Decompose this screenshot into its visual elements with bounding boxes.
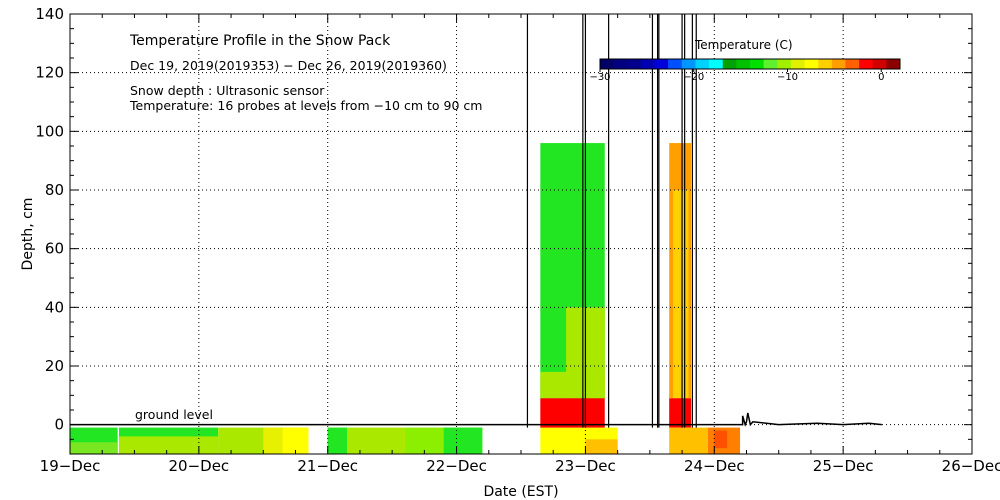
x-tick-label: 24−Dec xyxy=(684,457,745,475)
colorbar-tick-label: −30 xyxy=(589,72,610,83)
temperature-cell xyxy=(282,427,309,454)
y-tick-label: 120 xyxy=(35,64,64,82)
x-tick-label: 21−Dec xyxy=(297,457,358,475)
x-tick-label: 23−Dec xyxy=(555,457,616,475)
colorbar-swatch xyxy=(600,59,615,69)
temperature-cell xyxy=(669,427,708,454)
y-tick-label: 60 xyxy=(45,240,64,258)
info-line-probes: Temperature: 16 probes at levels from −1… xyxy=(129,98,482,113)
temperature-cell xyxy=(118,436,219,454)
chart-title: Temperature Profile in the Snow Pack xyxy=(129,33,391,49)
colorbar-swatch xyxy=(750,59,765,69)
x-tick-label: 19−Dec xyxy=(40,457,101,475)
chart-subtitle: Dec 19, 2019(2019353) − Dec 26, 2019(201… xyxy=(130,58,447,73)
colorbar-tick-label: −10 xyxy=(777,72,798,83)
colorbar-title: Temperature (C) xyxy=(694,38,793,52)
colorbar-swatch xyxy=(654,59,669,69)
colorbar-swatch xyxy=(668,59,683,69)
colorbar: −30 −20 −10 0 xyxy=(589,58,901,83)
colorbar-swatch xyxy=(640,59,656,69)
colorbar-swatch xyxy=(872,59,887,69)
colorbar-swatch xyxy=(859,59,874,69)
colorbar-swatch xyxy=(763,59,778,69)
colorbar-swatch xyxy=(804,59,819,69)
y-tick-label: 0 xyxy=(54,416,64,434)
y-tick-label: 100 xyxy=(35,122,64,140)
colorbar-swatch xyxy=(845,59,860,69)
temperature-cell xyxy=(585,439,618,454)
colorbar-swatch xyxy=(777,59,792,69)
axis-ticks: 19−Dec 20−Dec 21−Dec 22−Dec 23−Dec 24−Dec 25−D… xyxy=(35,5,1000,475)
colorbar-swatch xyxy=(709,59,724,69)
x-tick-label: 22−Dec xyxy=(426,457,487,475)
colorbar-swatch xyxy=(613,59,628,69)
colorbar-swatch xyxy=(736,59,751,69)
colorbar-tick-label: −20 xyxy=(683,72,704,83)
colorbar-swatch xyxy=(831,59,846,69)
colorbar-swatch xyxy=(818,59,833,69)
colorbar-swatch xyxy=(695,59,710,69)
temperature-cell xyxy=(669,398,692,428)
y-tick-label: 20 xyxy=(45,357,64,375)
temperature-cell xyxy=(327,427,348,454)
x-tick-label: 26−Dec xyxy=(942,457,1000,475)
temperature-cell xyxy=(443,427,483,454)
temperature-cell xyxy=(714,430,728,449)
info-line-sensor: Snow depth : Ultrasonic sensor xyxy=(130,83,325,98)
temperature-cell xyxy=(540,398,605,428)
colorbar-swatch xyxy=(886,59,901,69)
snow-depth-lines xyxy=(70,14,882,428)
temperature-cell xyxy=(70,442,118,454)
x-tick-label: 20−Dec xyxy=(169,457,230,475)
x-tick-label: 25−Dec xyxy=(813,457,874,475)
temperature-cell xyxy=(673,190,689,399)
grid-lines xyxy=(70,14,972,454)
snow-depth-baseline xyxy=(70,412,882,427)
colorbar-frame xyxy=(599,58,901,70)
colorbar-swatch xyxy=(681,59,696,69)
colorbar-swatch xyxy=(627,59,642,69)
y-axis-title: Depth, cm xyxy=(20,198,36,271)
ground-level-label: ground level xyxy=(135,407,213,422)
y-tick-label: 40 xyxy=(45,298,64,316)
colorbar-tick-label: 0 xyxy=(878,72,884,83)
y-tick-label: 140 xyxy=(35,5,64,23)
colorbar-swatch xyxy=(722,59,737,69)
colorbar-swatch xyxy=(790,59,806,69)
y-tick-label: 80 xyxy=(45,181,64,199)
x-axis-title: Date (EST) xyxy=(483,484,558,500)
plot-frame xyxy=(69,13,973,455)
